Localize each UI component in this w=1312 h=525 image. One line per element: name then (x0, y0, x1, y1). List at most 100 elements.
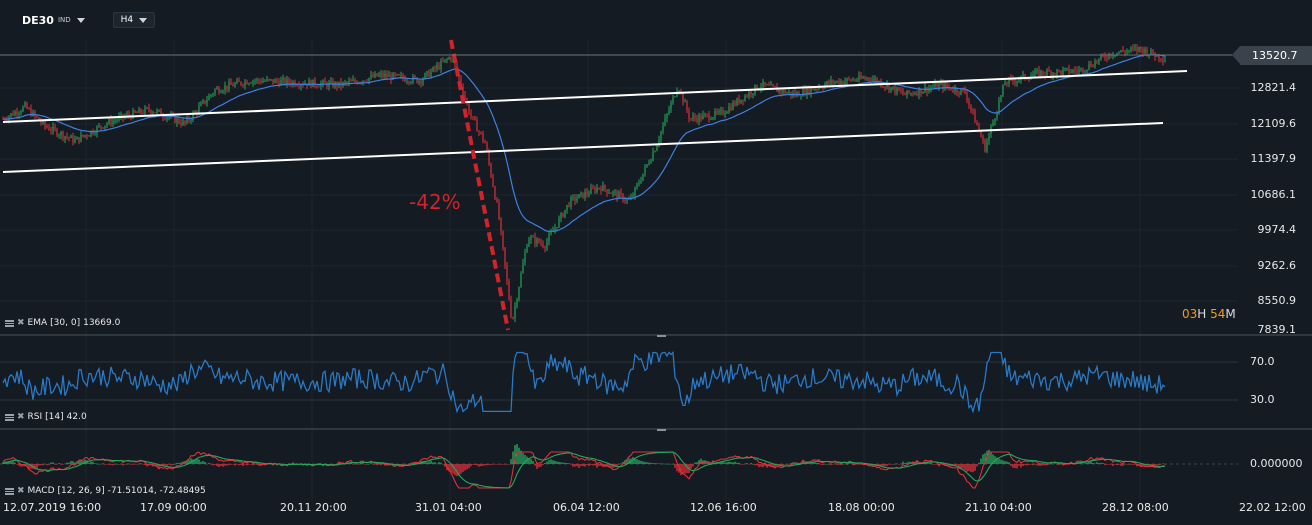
candle-body (560, 213, 562, 219)
candle-body (490, 163, 492, 177)
macd-bar (120, 463, 122, 465)
candle-body (1080, 68, 1082, 70)
candle-body (182, 120, 184, 125)
rsi-indicator-label[interactable]: ✖ RSI [14] 42.0 (5, 412, 87, 422)
candle-body (782, 89, 784, 93)
candle-body (652, 152, 654, 161)
macd-bar (1048, 464, 1050, 465)
macd-bar (40, 464, 42, 466)
candle-body (156, 110, 158, 113)
candle-body (1118, 52, 1120, 53)
candle-body (986, 141, 988, 152)
macd-bar (140, 463, 142, 464)
macd-bar (978, 462, 980, 464)
menu-icon[interactable] (5, 487, 14, 495)
macd-bar (790, 463, 792, 464)
candle-body (436, 65, 438, 69)
candle-body (1104, 55, 1106, 59)
candle-body (188, 117, 190, 121)
candle-body (658, 139, 660, 145)
candle-body (984, 139, 986, 152)
candle-body (642, 173, 644, 181)
macd-bar (560, 462, 562, 464)
menu-icon[interactable] (5, 319, 14, 327)
pane-resize-handle[interactable] (657, 429, 666, 431)
macd-bar (842, 464, 844, 465)
candle-body (108, 118, 110, 124)
candle-body (810, 87, 812, 94)
candle-body (860, 75, 862, 79)
candle-body (322, 80, 324, 84)
candle-body (902, 91, 904, 94)
candle-body (186, 117, 188, 124)
candle-body (98, 125, 100, 127)
macd-bar (1088, 462, 1090, 464)
candle-body (362, 80, 364, 83)
candle-body (698, 115, 700, 122)
macd-bar (176, 462, 178, 464)
candle-body (212, 93, 214, 95)
rsi-params: [14] (45, 412, 64, 422)
macd-bar (480, 464, 482, 467)
candle-body (542, 243, 544, 247)
macd-bar (962, 464, 964, 469)
macd-bar (708, 461, 710, 464)
candle-body (260, 80, 262, 83)
macd-bar (508, 464, 510, 465)
candle-body (522, 262, 524, 274)
candle-body (196, 111, 198, 113)
pane-resize-handle[interactable] (657, 335, 666, 337)
candle-body (36, 115, 38, 118)
candle-body (864, 77, 866, 79)
candle-body (844, 81, 846, 84)
close-icon[interactable]: ✖ (17, 412, 25, 422)
macd-bar (536, 464, 538, 469)
candle-body (590, 187, 592, 194)
candle-body (570, 197, 572, 207)
macd-bar (888, 464, 890, 465)
ema-indicator-label[interactable]: ✖ EMA [30, 0] 13669.0 (5, 318, 120, 328)
price-tick: 10686.1 (1250, 188, 1297, 201)
candle-body (48, 127, 50, 131)
symbol-selector[interactable]: DE30 IND (22, 14, 85, 27)
candle-body (1162, 59, 1164, 62)
macd-bar (42, 464, 44, 466)
timeframe-selector[interactable]: H4 (112, 12, 156, 28)
macd-indicator-label[interactable]: ✖ MACD [12, 26, 9] -71.51014, -72.48495 (5, 486, 206, 496)
macd-bar (90, 461, 92, 464)
candle-body (908, 90, 910, 94)
candle-body (12, 113, 14, 116)
macd-bar (372, 464, 374, 465)
candle-body (1026, 78, 1028, 80)
candle-body (700, 115, 702, 120)
macd-bar (332, 464, 334, 465)
macd-bar (162, 464, 164, 467)
macd-bar (100, 463, 102, 465)
candle-body (992, 121, 994, 127)
close-icon[interactable]: ✖ (17, 486, 25, 496)
candle-body (154, 112, 156, 114)
candle-body (580, 192, 582, 195)
macd-bar (900, 463, 902, 465)
macd-bar (846, 464, 848, 465)
candle-body (750, 91, 752, 95)
candle-body (720, 110, 722, 111)
candle-body (1070, 71, 1072, 73)
candle-body (666, 113, 668, 119)
macd-bar (334, 464, 336, 465)
candle-body (388, 74, 390, 78)
candle-body (530, 236, 532, 240)
macd-bar (858, 464, 860, 465)
close-icon[interactable]: ✖ (17, 318, 25, 328)
macd-bar (178, 462, 180, 464)
macd-bar (1140, 464, 1142, 467)
candle-body (994, 118, 996, 122)
macd-bar (148, 464, 150, 466)
macd-bar (108, 464, 110, 465)
macd-bar (234, 464, 236, 466)
candle-countdown: 03H 54M (1182, 307, 1236, 321)
menu-icon[interactable] (5, 413, 14, 421)
candle-body (572, 196, 574, 198)
candle-body (938, 83, 940, 89)
